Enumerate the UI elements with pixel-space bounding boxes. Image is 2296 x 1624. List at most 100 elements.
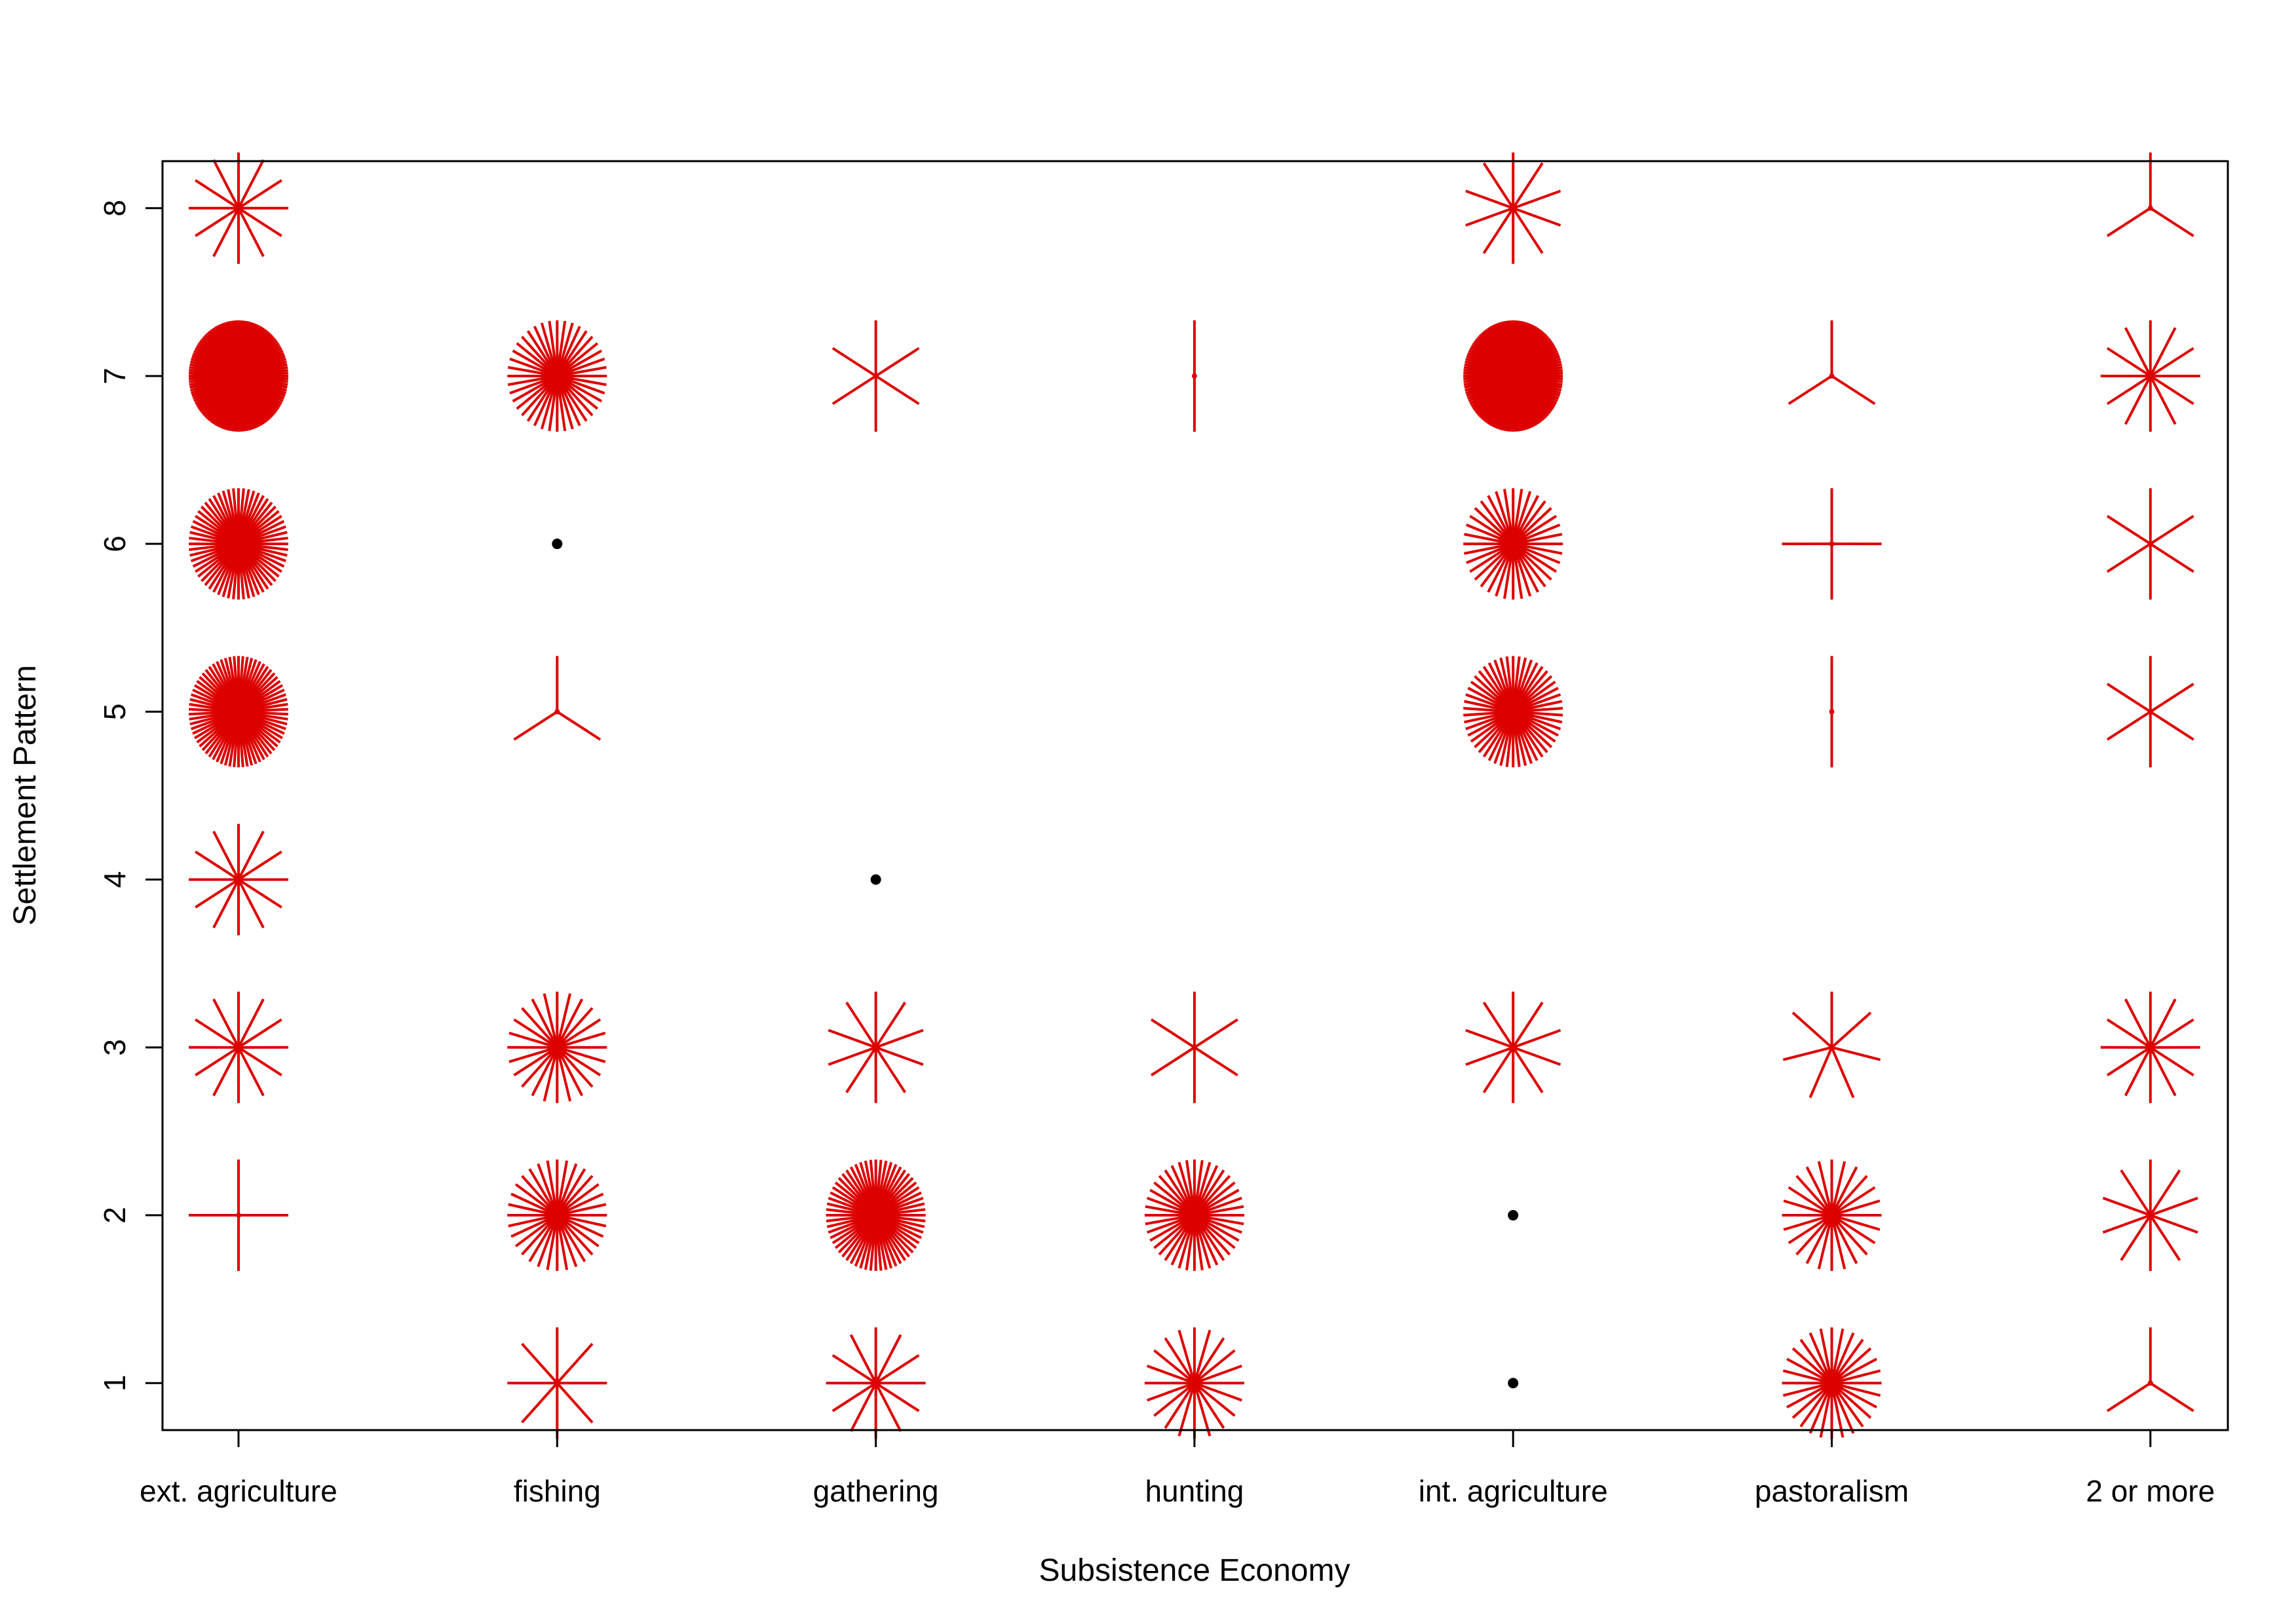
- petal: [1145, 1214, 1195, 1226]
- plot-marks: [188, 152, 2200, 1439]
- petal: [1831, 1199, 1881, 1217]
- petal: [237, 207, 282, 237]
- petal: [1512, 515, 1558, 545]
- petal: [1783, 1214, 1833, 1231]
- sunflower-5: [188, 488, 289, 600]
- petal: [1177, 1382, 1196, 1437]
- petal: [556, 1047, 571, 1102]
- petal: [1146, 1196, 1195, 1217]
- x-tick-label: 2 or more: [2086, 1474, 2215, 1508]
- petal: [1464, 533, 1514, 546]
- sunflower-8: [507, 1327, 607, 1439]
- petal: [540, 322, 559, 377]
- petal: [212, 159, 240, 209]
- petal: [1512, 1002, 1544, 1048]
- petal: [828, 1046, 877, 1066]
- petal: [556, 1382, 594, 1424]
- sunflower-41: [2100, 320, 2200, 432]
- petal: [1193, 1018, 1238, 1049]
- petal: [1495, 491, 1515, 544]
- petal: [546, 1215, 559, 1270]
- sunflower-28: [1463, 320, 1563, 432]
- petal: [556, 374, 607, 387]
- petal: [1831, 1214, 1868, 1256]
- petal: [1487, 543, 1514, 593]
- center-point: [1510, 205, 1516, 211]
- petal: [556, 320, 567, 377]
- petal: [1512, 542, 1546, 588]
- center-point: [236, 709, 241, 715]
- petal: [1193, 1215, 1204, 1271]
- center-point: [552, 538, 563, 550]
- petal: [2106, 683, 2151, 713]
- petal: [237, 850, 282, 881]
- petal: [1817, 1161, 1833, 1216]
- petal: [2106, 347, 2151, 377]
- petal: [1512, 656, 1521, 712]
- petal: [528, 1168, 559, 1217]
- petal: [556, 357, 605, 377]
- petal: [513, 710, 558, 741]
- petal: [237, 1018, 282, 1049]
- petal: [1465, 206, 1514, 227]
- petal: [1805, 1215, 1833, 1264]
- petal: [556, 375, 594, 417]
- petal: [556, 375, 602, 403]
- petal: [1151, 1046, 1195, 1076]
- center-point: [870, 874, 881, 885]
- petal: [1782, 1382, 1832, 1397]
- petal: [1512, 542, 1561, 565]
- petal: [537, 1163, 559, 1216]
- petal: [556, 1175, 594, 1217]
- petal: [874, 1002, 906, 1048]
- petal: [526, 375, 558, 422]
- sunflower-32: [1782, 991, 1881, 1099]
- petal: [1512, 1046, 1561, 1066]
- petal: [1158, 1214, 1196, 1256]
- petal: [556, 349, 602, 377]
- petal: [1193, 1214, 1225, 1261]
- petal: [2124, 327, 2152, 377]
- petal: [212, 831, 240, 880]
- petal: [1795, 1175, 1833, 1217]
- x-axis-label: Subsistence Economy: [1039, 1553, 1350, 1588]
- sunflower-1: [188, 1160, 289, 1271]
- sunflower-3: [188, 823, 289, 935]
- sunflower-7: [188, 152, 289, 264]
- petal: [1193, 1188, 1240, 1217]
- petal: [507, 366, 558, 377]
- petal: [1512, 533, 1563, 546]
- petal: [1193, 1215, 1212, 1269]
- petal: [1831, 1214, 1881, 1231]
- petal: [521, 1007, 558, 1049]
- petal: [237, 488, 245, 544]
- petal: [556, 1046, 594, 1088]
- petal: [237, 998, 265, 1048]
- petal: [1482, 1046, 1514, 1093]
- petal: [543, 1047, 559, 1102]
- petal: [556, 1214, 604, 1238]
- petal: [1512, 542, 1558, 573]
- petal: [2149, 710, 2194, 741]
- petal: [1164, 1169, 1196, 1217]
- sunflower-40: [2106, 488, 2194, 600]
- petal: [528, 1215, 559, 1262]
- petal: [507, 374, 558, 387]
- petal: [195, 878, 240, 909]
- petal: [1512, 207, 1544, 254]
- petal: [875, 1029, 924, 1049]
- petal: [556, 1168, 586, 1217]
- sunflower-35: [1788, 320, 1876, 406]
- petal: [1512, 189, 1561, 210]
- petal: [1788, 1186, 1833, 1217]
- sunflower-30: [1782, 1327, 1882, 1439]
- petal: [556, 993, 571, 1048]
- center-point: [1510, 373, 1516, 379]
- petal: [1512, 206, 1561, 227]
- petal: [1495, 543, 1515, 597]
- petal: [2149, 683, 2194, 713]
- petal: [1193, 1181, 1236, 1217]
- petal: [2149, 1214, 2181, 1261]
- petal: [2149, 1046, 2177, 1097]
- petal: [1193, 1382, 1225, 1429]
